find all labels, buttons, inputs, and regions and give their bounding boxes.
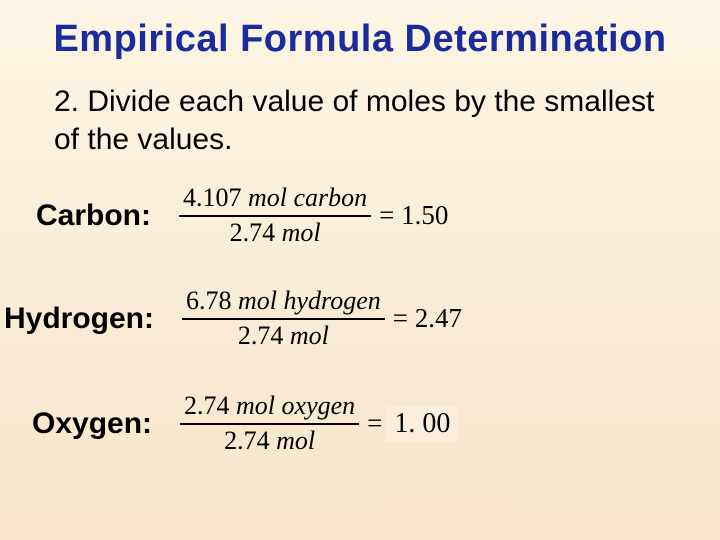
oxygen-row: Oxygen: 2.74 mol oxygen 2.74 mol = 1. 00: [0, 392, 720, 455]
hydrogen-label: Hydrogen:: [4, 302, 154, 336]
carbon-fraction: 4.107 mol carbon 2.74 mol: [179, 184, 371, 247]
hydrogen-row: Hydrogen: 6.78 mol hydrogen 2.74 mol = 2…: [0, 287, 720, 350]
hydrogen-result: = 2.47: [393, 303, 462, 334]
hydrogen-denom-val: 2.74: [238, 321, 284, 350]
oxygen-numerator: 2.74 mol oxygen: [180, 392, 359, 423]
oxygen-fraction: 2.74 mol oxygen 2.74 mol: [180, 392, 359, 455]
hydrogen-fraction: 6.78 mol hydrogen 2.74 mol: [182, 287, 385, 350]
oxygen-denom-val: 2.74: [224, 426, 270, 455]
instruction-text: 2. Divide each value of moles by the sma…: [0, 61, 720, 158]
oxygen-numer-val: 2.74: [184, 391, 230, 420]
carbon-numerator: 4.107 mol carbon: [179, 184, 371, 215]
carbon-numer-unit: mol carbon: [248, 183, 367, 212]
oxygen-denominator: 2.74 mol: [180, 423, 359, 456]
carbon-denominator: 2.74 mol: [179, 215, 371, 248]
carbon-numer-val: 4.107: [183, 183, 242, 212]
carbon-row: Carbon: 4.107 mol carbon 2.74 mol = 1.50: [0, 184, 720, 247]
hydrogen-numerator: 6.78 mol hydrogen: [182, 287, 385, 318]
carbon-denom-val: 2.74: [230, 218, 276, 247]
oxygen-equals: =: [367, 408, 382, 439]
hydrogen-denominator: 2.74 mol: [182, 318, 385, 351]
oxygen-numer-unit: mol oxygen: [236, 391, 355, 420]
hydrogen-numer-val: 6.78: [186, 286, 232, 315]
hydrogen-numer-unit: mol hydrogen: [238, 286, 381, 315]
hydrogen-denom-unit: mol: [290, 321, 329, 350]
oxygen-label: Oxygen:: [32, 407, 152, 441]
page-title: Empirical Formula Determination: [0, 0, 720, 61]
carbon-denom-unit: mol: [282, 218, 321, 247]
carbon-label: Carbon:: [36, 199, 151, 233]
oxygen-result-box: 1. 00: [386, 406, 458, 442]
oxygen-denom-unit: mol: [276, 426, 315, 455]
carbon-result: = 1.50: [379, 200, 448, 231]
